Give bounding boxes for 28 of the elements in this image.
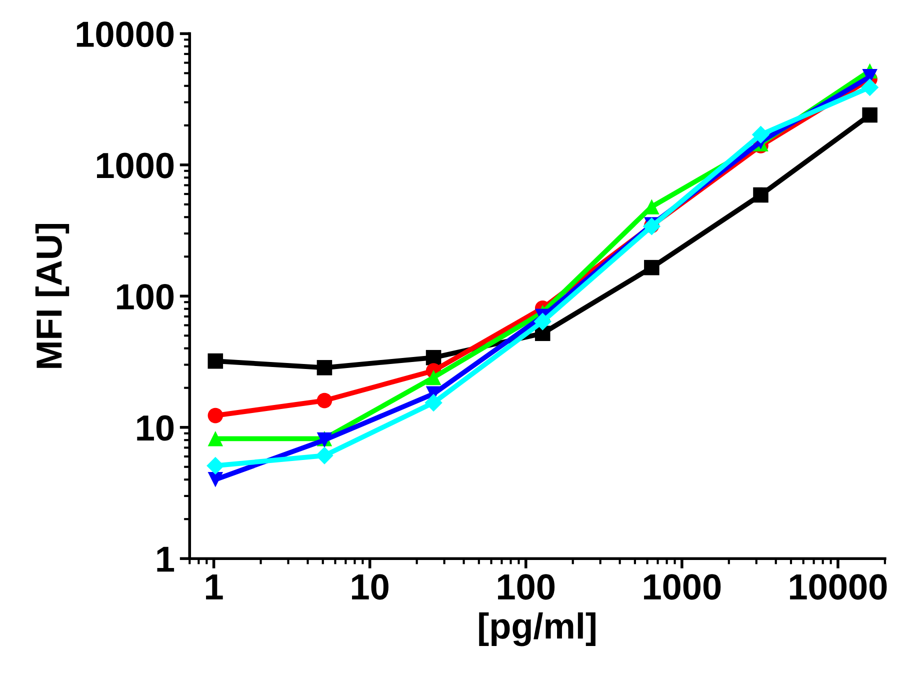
point <box>424 394 442 412</box>
y-tick-label: 10 <box>137 415 174 441</box>
y-tick-label: 1000 <box>96 152 174 178</box>
point <box>426 350 442 366</box>
point <box>206 456 224 475</box>
point <box>862 107 878 123</box>
y-tick-label: 100 <box>117 284 174 310</box>
point <box>753 187 768 203</box>
point <box>208 353 224 369</box>
x-tick-label: 1000 <box>644 574 721 600</box>
point <box>644 260 660 276</box>
point <box>316 360 332 376</box>
point <box>860 78 879 96</box>
x-tick-label: 10000 <box>790 574 887 600</box>
y-tick-label: 10000 <box>76 22 174 48</box>
x-tick-label: 1 <box>206 574 223 600</box>
x-axis-title: [pg/ml] <box>479 612 596 646</box>
point <box>752 126 770 144</box>
x-tick-label: 10 <box>352 574 388 600</box>
y-axis-title: MFI [AU] <box>35 224 70 368</box>
point <box>316 392 332 408</box>
y-tick-label: 1 <box>157 546 174 572</box>
point <box>208 431 224 446</box>
point <box>208 408 224 424</box>
point <box>316 446 334 464</box>
point <box>208 472 224 488</box>
point <box>426 370 442 386</box>
x-tick-label: 100 <box>498 574 555 600</box>
